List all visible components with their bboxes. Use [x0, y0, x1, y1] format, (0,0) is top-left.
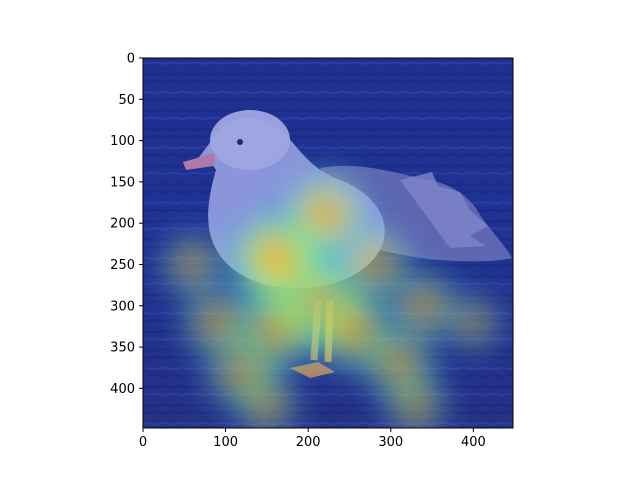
water-ripple: [143, 411, 513, 415]
water-ripple: [143, 61, 513, 66]
heatmap-hotspot: [436, 285, 511, 360]
x-axis: 0 100 200 300 400: [139, 428, 486, 450]
water-ripple: [143, 421, 513, 426]
y-axis: 0 50 100 150 200 250 300 350 400: [110, 52, 143, 397]
x-tick-label: 200: [296, 435, 321, 450]
water-ripple: [143, 127, 513, 131]
water-ripple: [143, 145, 513, 150]
heatmap-hotspot: [327, 217, 422, 312]
y-tick-label: 50: [118, 93, 135, 108]
y-tick-label: 350: [110, 341, 135, 356]
axes-frame: [142, 57, 514, 429]
x-tick-label: 100: [213, 435, 238, 450]
x-tick-label: 0: [139, 435, 147, 450]
heatmap-hotspot: [374, 363, 457, 428]
water-ripple: [143, 72, 513, 76]
y-tick-label: 400: [110, 382, 135, 397]
heatmap-overlay: [151, 159, 511, 428]
x-tick-label: 300: [378, 435, 403, 450]
water-ripple: [143, 108, 513, 113]
heatmap-hotspot: [225, 363, 308, 428]
water-ripple: [143, 98, 513, 102]
heatmap-hotspot: [151, 223, 234, 306]
water-ripple: [143, 135, 513, 139]
image-area: [143, 58, 513, 428]
y-tick-label: 200: [110, 217, 135, 232]
gull-head: [210, 110, 290, 170]
y-tick-label: 100: [110, 134, 135, 149]
water-ripple: [143, 79, 513, 84]
y-tick-label: 0: [127, 52, 135, 67]
water-ripple: [143, 403, 513, 407]
y-tick-label: 150: [110, 175, 135, 190]
x-tick-label: 400: [461, 435, 486, 450]
water-ripple: [143, 90, 513, 95]
y-tick-label: 300: [110, 299, 135, 314]
water-ripple: [143, 116, 513, 121]
gull-beak: [183, 153, 215, 170]
y-tick-label: 250: [110, 258, 135, 273]
gull-wing-tips: [400, 172, 488, 248]
gull-eye: [237, 139, 243, 145]
